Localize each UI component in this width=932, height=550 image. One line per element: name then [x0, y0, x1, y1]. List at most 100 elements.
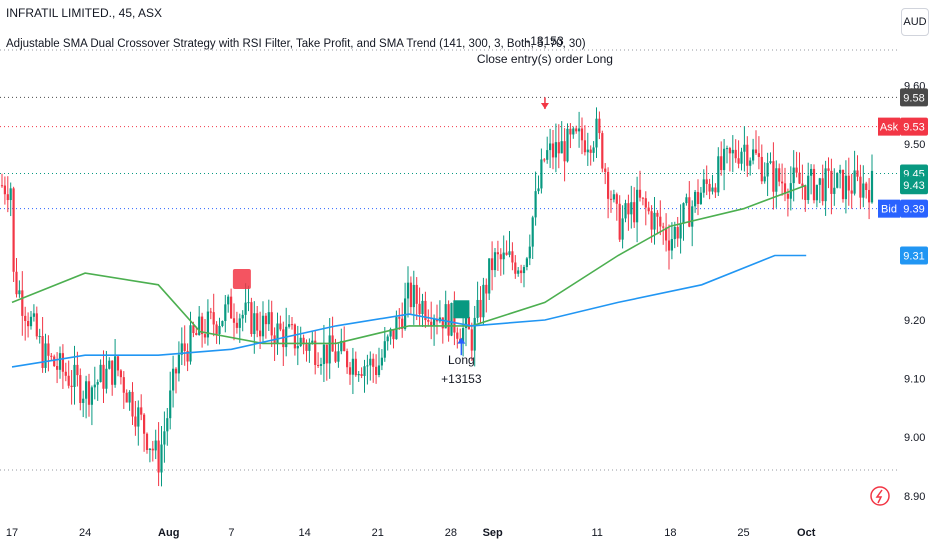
candle-body: [546, 150, 549, 160]
candle-body: [76, 364, 79, 376]
candle-body: [328, 335, 331, 364]
candle-body: [137, 407, 140, 427]
candle-body: [647, 207, 650, 212]
candle-body: [554, 142, 557, 158]
candle-body: [424, 300, 427, 321]
candle-body: [244, 302, 247, 315]
candle-body: [766, 162, 769, 177]
candle-body: [705, 179, 708, 184]
long-arrow-icon: [457, 337, 466, 344]
candle-body: [166, 418, 169, 432]
time-tick-label: 11: [591, 527, 602, 539]
candle-body: [311, 340, 314, 343]
candle-body: [598, 118, 601, 134]
currency-button[interactable]: AUD: [901, 8, 929, 36]
candle-body: [261, 315, 265, 337]
candle-body: [140, 407, 143, 415]
candle-body: [224, 304, 227, 322]
replay-icon[interactable]: [870, 486, 890, 506]
sma-slow-line: [11, 254, 807, 368]
price-tag-label: Ask: [880, 122, 899, 134]
candle-body: [119, 370, 122, 378]
candle-body: [841, 169, 845, 200]
candle-body: [711, 187, 714, 192]
price-tag: Ask 9.53: [878, 117, 928, 136]
price-tag: 9.31: [900, 246, 928, 265]
candle-body: [525, 258, 528, 268]
time-axis: 17 24 Aug 7 14 21 28 Sep 11 18 25 Oct: [6, 527, 816, 539]
candle-body: [801, 183, 804, 186]
candle-body: [792, 167, 795, 184]
candle-body: [267, 312, 270, 325]
candle-body: [169, 390, 172, 419]
candle-body: [607, 171, 610, 199]
candle-body: [769, 161, 772, 163]
candle-body: [235, 322, 238, 328]
candle-body: [317, 364, 320, 366]
candle-body: [517, 270, 520, 274]
candle-body: [551, 143, 555, 158]
candle-body: [183, 343, 186, 351]
candle-body: [836, 172, 839, 188]
candle-body: [717, 156, 720, 193]
candle-body: [757, 153, 760, 157]
candle-body: [125, 392, 128, 403]
candle-body: [844, 175, 847, 200]
candle-body: [749, 160, 752, 166]
candle-body: [578, 128, 581, 132]
candle-body: [470, 329, 473, 351]
candle-body: [650, 211, 653, 230]
time-tick-label: Aug: [158, 527, 179, 539]
time-tick-label: 24: [79, 527, 91, 539]
candle-body: [862, 183, 865, 198]
candle-body: [827, 168, 830, 171]
price-tick-label: 8.90: [904, 491, 925, 503]
candle-body: [404, 298, 407, 330]
candle-body: [673, 227, 676, 240]
price-tag-box: [900, 117, 928, 136]
candle-body: [427, 320, 430, 322]
candle-body: [560, 141, 563, 154]
candle-body: [53, 356, 56, 367]
candle-body: [203, 334, 207, 338]
time-tick-label: 14: [298, 527, 310, 539]
plot-area: [0, 49, 898, 487]
candle-body: [522, 267, 526, 274]
candle-body: [172, 368, 175, 391]
candle-body: [723, 148, 726, 171]
candle-body: [3, 185, 6, 195]
candle-body: [96, 382, 99, 385]
strategy-legend[interactable]: Adjustable SMA Dual Crossover Strategy w…: [6, 38, 586, 50]
candle-body: [322, 344, 325, 365]
candle-body: [195, 333, 198, 336]
candle-body: [250, 302, 253, 335]
candle-body: [256, 313, 259, 331]
candle-body: [50, 355, 53, 357]
candle-body: [264, 315, 267, 325]
candle-body: [694, 191, 697, 207]
candle-body: [781, 181, 784, 184]
candle-body: [114, 356, 117, 385]
candle-body: [572, 128, 575, 135]
candle-body: [824, 168, 827, 202]
candle-body: [232, 318, 236, 323]
candle-body: [346, 351, 349, 368]
symbol-title[interactable]: INFRATIL LIMITED., 45, ASX: [6, 6, 163, 20]
candle-body: [676, 227, 679, 239]
candle-body: [145, 433, 149, 450]
candle-body: [566, 128, 569, 162]
candle-body: [174, 368, 178, 374]
candle-body: [279, 323, 282, 330]
candle-body: [804, 185, 807, 201]
candle-body: [839, 169, 842, 173]
candle-body: [447, 304, 450, 336]
candle-body: [412, 284, 415, 308]
candle-body: [743, 144, 746, 152]
candle-body: [812, 168, 816, 201]
candle-body: [850, 190, 853, 194]
price-tag-label-box: [878, 117, 900, 136]
candle-body: [580, 128, 584, 141]
candle-body: [366, 365, 369, 367]
